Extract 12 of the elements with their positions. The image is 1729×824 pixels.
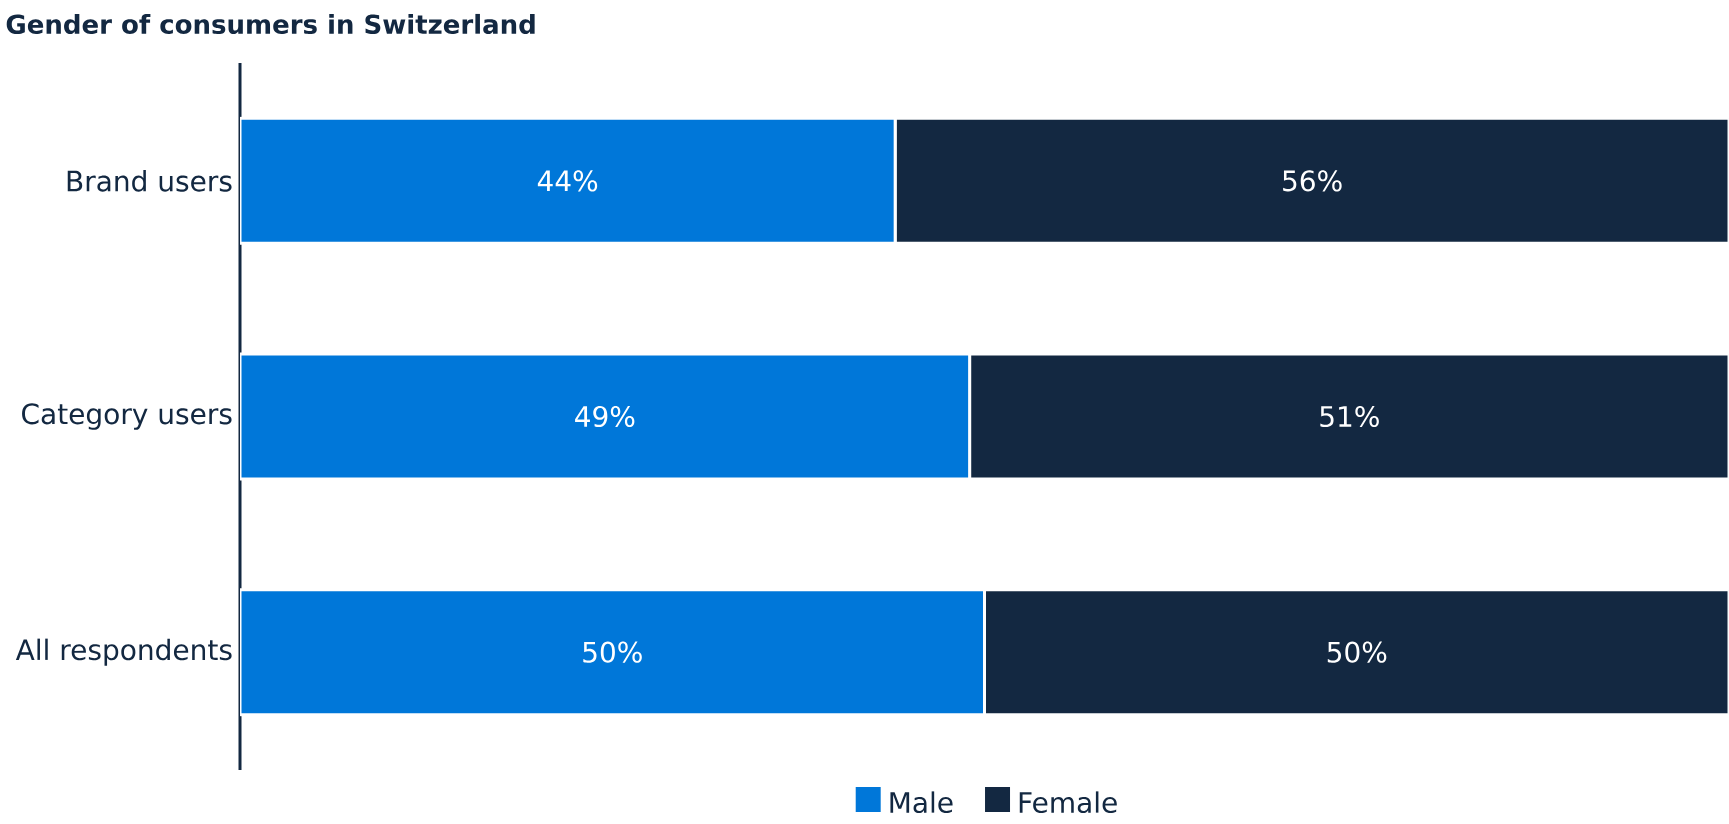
- data-label: 49%: [575, 406, 635, 428]
- data-label: 51%: [1320, 406, 1379, 428]
- chart-title: Gender of consumers in Switzerland: [6, 14, 535, 35]
- y-tick-label: Brand users: [67, 170, 232, 192]
- y-tick-label: Category users: [22, 403, 232, 431]
- legend-label: Male: [890, 791, 953, 814]
- y-tick-label: All respondents: [15, 638, 232, 666]
- data-label: 50%: [583, 641, 642, 663]
- data-label: 50%: [1327, 641, 1387, 663]
- data-label: 56%: [1283, 170, 1342, 192]
- data-label: 44%: [537, 170, 598, 192]
- legend-label: Female: [1019, 791, 1117, 814]
